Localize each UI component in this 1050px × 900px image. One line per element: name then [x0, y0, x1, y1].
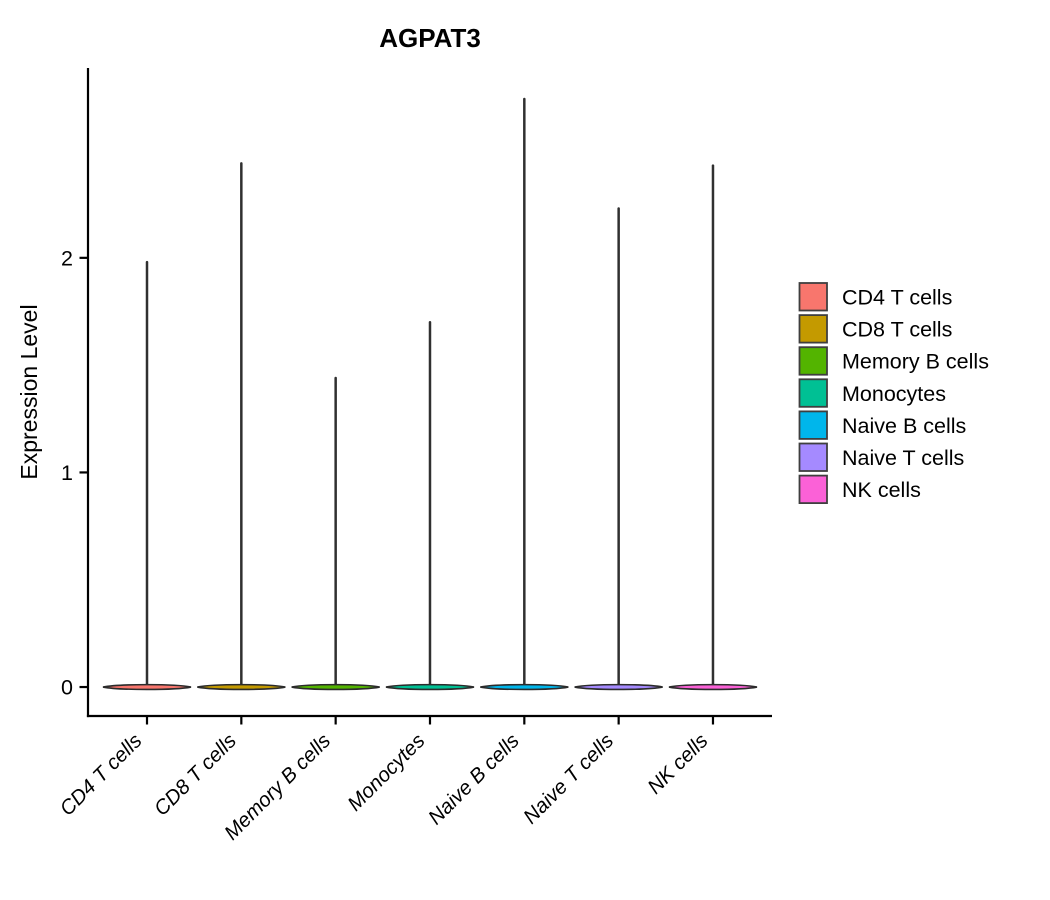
legend-swatch: [798, 378, 828, 408]
violin-base: [291, 683, 380, 691]
legend-label: Monocytes: [842, 382, 946, 406]
legend-swatch: [798, 314, 828, 344]
plot-title: AGPAT3: [379, 23, 481, 53]
legend-swatch: [798, 410, 828, 440]
violin-memory-b-cells: [291, 376, 380, 691]
legend-swatch: [798, 442, 828, 472]
violin-cd8-t-cells: [197, 162, 286, 691]
violin-naive-b-cells: [480, 97, 569, 691]
legend-swatch: [798, 474, 828, 505]
violin-base: [385, 683, 475, 691]
x-tick-label: Naive T cells: [519, 729, 618, 828]
violin-monocytes: [385, 320, 475, 691]
violin-base: [197, 683, 286, 691]
x-tick-label: CD4 T cells: [55, 729, 146, 820]
y-axis-label: Expression Level: [16, 304, 42, 479]
violin-base: [102, 683, 192, 691]
y-tick-label: 2: [61, 246, 73, 270]
legend-label: Memory B cells: [842, 350, 989, 374]
y-tick-label: 1: [61, 461, 73, 485]
legend-label: CD8 T cells: [842, 318, 952, 342]
violin-nk-cells: [668, 164, 758, 691]
legend-label: NK cells: [842, 478, 921, 502]
legend: CD4 T cells CD8 T cells Memory B cells Mono…: [798, 282, 989, 505]
legend-item-cd4-t-cells: CD4 T cells: [798, 282, 952, 312]
violin-cd4-t-cells: [102, 260, 192, 691]
legend-swatch: [798, 282, 828, 312]
x-tick-label: CD8 T cells: [150, 729, 241, 820]
x-tick-label: Naive B cells: [424, 729, 524, 829]
y-tick-label: 0: [61, 676, 73, 700]
legend-item-nk-cells: NK cells: [798, 474, 921, 505]
violin-base: [668, 683, 758, 691]
legend-swatch: [798, 346, 828, 376]
legend-label: CD4 T cells: [842, 286, 952, 310]
x-tick-label: NK cells: [643, 729, 712, 798]
legend-item-cd8-t-cells: CD8 T cells: [798, 314, 952, 344]
violin-base: [574, 683, 663, 691]
y-axis-ticks: 0 1 2: [61, 246, 88, 700]
legend-item-monocytes: Monocytes: [798, 378, 946, 408]
violins-group: [102, 97, 758, 691]
legend-item-naive-t-cells: Naive T cells: [798, 442, 964, 472]
violin-naive-t-cells: [574, 207, 663, 691]
legend-label: Naive B cells: [842, 414, 966, 438]
legend-item-naive-b-cells: Naive B cells: [798, 410, 966, 440]
x-tick-label: Monocytes: [343, 729, 429, 815]
legend-label: Naive T cells: [842, 446, 964, 470]
violin-base: [480, 683, 569, 691]
legend-item-memory-b-cells: Memory B cells: [798, 346, 989, 376]
